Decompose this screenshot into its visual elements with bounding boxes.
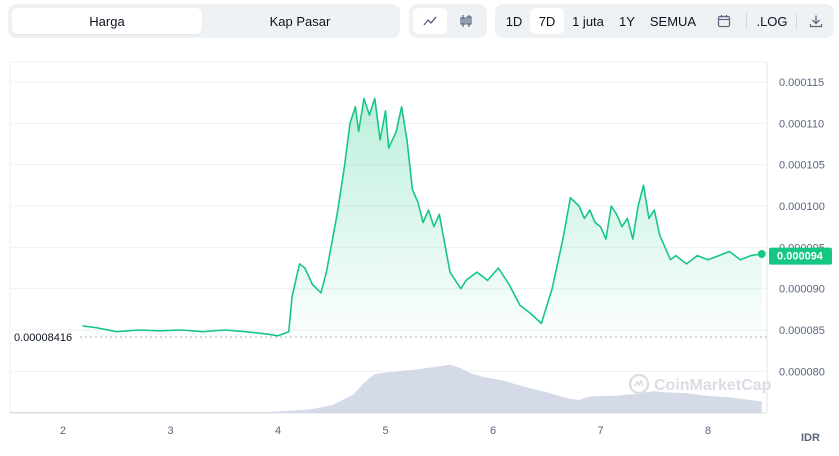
- log-scale-button[interactable]: .LOG: [756, 13, 788, 29]
- range-1d-button[interactable]: 1D: [505, 13, 523, 29]
- volume-bars: [9, 364, 762, 413]
- y-tick-label: 0.000105: [779, 160, 825, 172]
- range-selector: 1D 7D 1 juta 1Y SEMUA .LOG: [495, 4, 834, 38]
- current-price-badge: [769, 247, 832, 265]
- axis-layer: 0.0000800.0000850.0000900.0000950.000100…: [14, 77, 832, 444]
- calendar-icon[interactable]: [707, 8, 741, 34]
- price-area-layer: [82, 97, 766, 337]
- range-7d-button[interactable]: 7D: [530, 8, 564, 34]
- download-icon[interactable]: [799, 8, 833, 34]
- range-divider: [746, 13, 747, 29]
- price-mcap-toggle: Harga Kap Pasar: [8, 4, 400, 38]
- current-price-dot: [757, 249, 766, 258]
- log-divider: [796, 13, 797, 29]
- y-tick-label: 0.000115: [779, 77, 824, 89]
- currency-label: IDR: [801, 432, 820, 444]
- x-tick-label: 2: [60, 425, 66, 437]
- volume-layer: [9, 364, 762, 413]
- current-price-label: 0.000094: [777, 251, 824, 263]
- y-tick-label: 0.000085: [779, 325, 825, 337]
- line-chart-icon[interactable]: [413, 8, 447, 34]
- x-tick-label: 5: [382, 425, 388, 437]
- tab-price[interactable]: Harga: [12, 8, 202, 34]
- range-1y-button[interactable]: 1Y: [619, 13, 635, 29]
- range-all-button[interactable]: SEMUA: [649, 13, 697, 29]
- x-tick-label: 6: [490, 425, 496, 437]
- open-price-label: 0.00008416: [14, 332, 72, 344]
- y-tick-label: 0.000110: [779, 118, 824, 130]
- y-tick-label: 0.000090: [779, 284, 825, 296]
- cmc-logo-icon: [628, 373, 650, 395]
- chart-type-toggle: [409, 4, 487, 38]
- tab-market-cap[interactable]: Kap Pasar: [269, 13, 331, 29]
- candlestick-icon[interactable]: [449, 8, 483, 34]
- y-tick-label: 0.000100: [779, 201, 825, 213]
- watermark-text: CoinMarketCap: [654, 377, 772, 394]
- y-tick-label: 0.000080: [779, 366, 825, 378]
- x-tick-label: 4: [275, 425, 281, 437]
- x-tick-label: 7: [597, 425, 603, 437]
- x-tick-label: 3: [167, 425, 173, 437]
- price-area-fill: [82, 98, 762, 336]
- x-tick-label: 8: [705, 425, 711, 437]
- coinmarketcap-watermark: CoinMarketCap: [628, 373, 772, 395]
- cmc-logo-mark: [634, 379, 644, 387]
- price-line: [82, 97, 762, 337]
- range-1m-button[interactable]: 1 juta: [572, 13, 604, 29]
